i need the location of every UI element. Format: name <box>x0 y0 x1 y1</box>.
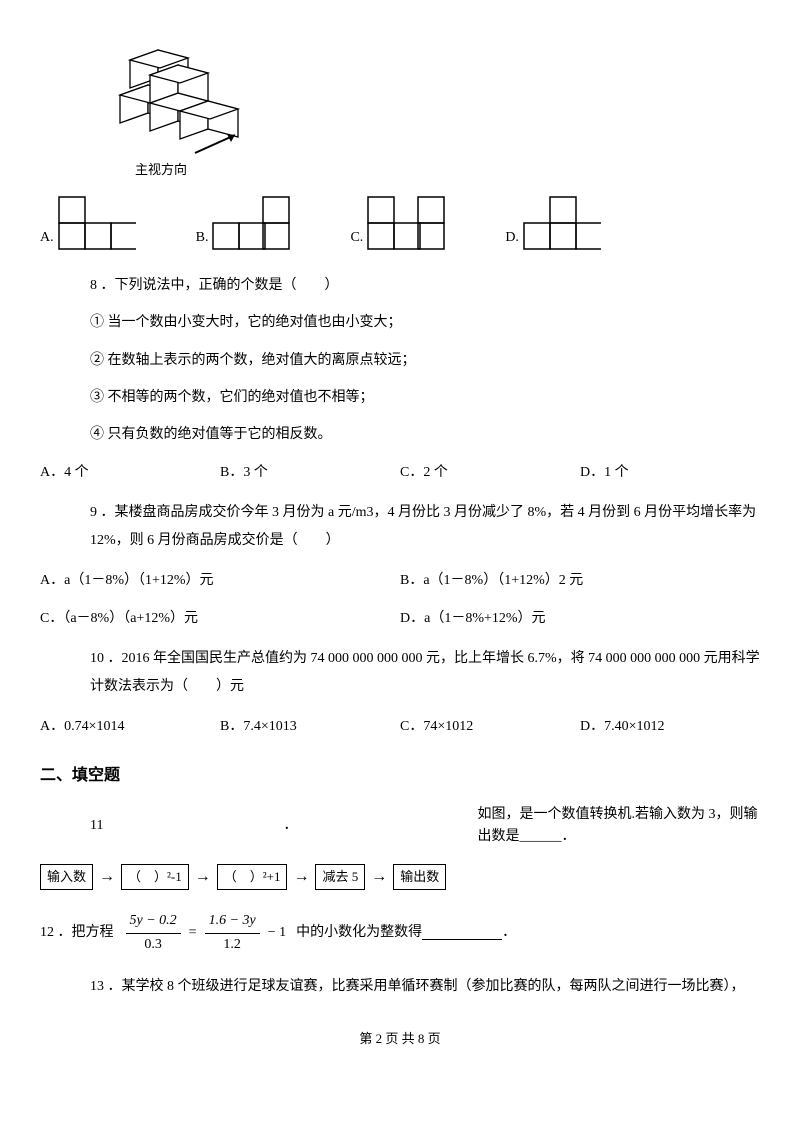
option-c-label: C. <box>350 227 363 249</box>
q12-frac1: 5y − 0.2 0.3 <box>126 910 181 956</box>
q13-stem: 13 ．某学校 8 个班级进行足球友谊赛，比赛采用单循环赛制（参加比赛的队，每两… <box>90 976 760 998</box>
q10-opt-c: C．74×1012 <box>400 716 580 738</box>
page-footer: 第 2 页 共 8 页 <box>40 1029 760 1050</box>
q10-opt-d: D．7.40×1012 <box>580 716 760 738</box>
q11-text: 如图，是一个数值转换机.若输入数为 3，则输出数是______． <box>477 804 760 849</box>
q8-s3: ③ 不相等的两个数，它们的绝对值也不相等； <box>90 387 760 409</box>
q10-opt-a: A．0.74×1014 <box>40 716 220 738</box>
q7-options: A. B. C. <box>40 196 760 250</box>
flow-box-2: （ ）²-1 <box>121 864 189 891</box>
flow-box-3: （ ）²+1 <box>217 864 288 891</box>
q8-opt-a: A．4 个 <box>40 462 220 484</box>
option-b-shape <box>212 196 290 250</box>
option-a: A. <box>40 196 136 250</box>
section-2-title: 二、填空题 <box>40 763 760 789</box>
q8-s1: ① 当一个数由小变大时，它的绝对值也由小变大； <box>90 312 760 334</box>
q8-opt-b: B．3 个 <box>220 462 400 484</box>
arrow-icon: → <box>293 864 309 890</box>
q8-answers: A．4 个 B．3 个 C．2 个 D．1 个 <box>40 462 760 484</box>
q9-opt-a: A．a（1－8%）（1+12%）元 <box>40 570 400 592</box>
q11-dot: ． <box>283 815 297 837</box>
q8-opt-c: C．2 个 <box>400 462 580 484</box>
option-d-shape <box>523 196 601 250</box>
q12-frac2: 1.6 − 3y 1.2 <box>205 910 260 956</box>
q9-answers-2: C．（a－8%）（a+12%）元 D．a（1－8%+12%）元 <box>40 608 760 630</box>
q11-row: 11 ． 如图，是一个数值转换机.若输入数为 3，则输出数是______． <box>40 804 760 849</box>
q8-s4: ④ 只有负数的绝对值等于它的相反数。 <box>90 424 760 446</box>
q9-stem: 9 ．某楼盘商品房成交价今年 3 月份为 a 元/m3，4 月份比 3 月份减少… <box>90 499 760 555</box>
q10-answers: A．0.74×1014 B．7.4×1013 C．74×1012 D．7.40×… <box>40 716 760 738</box>
option-c: C. <box>350 196 445 250</box>
q12-eq: = <box>189 922 197 944</box>
option-b-label: B. <box>196 227 209 249</box>
flow-box-1: 输入数 <box>40 864 93 891</box>
q12-tail: − 1 <box>268 922 286 944</box>
q10-stem: 10 ．2016 年全国国民生产总值约为 74 000 000 000 000 … <box>90 645 760 701</box>
q11-num: 11 <box>90 815 103 837</box>
arrow-icon: → <box>99 864 115 890</box>
cube-figure: 主视方向 <box>100 25 760 181</box>
option-a-shape <box>58 196 136 250</box>
arrow-icon: → <box>371 864 387 890</box>
q12-end: ． <box>502 922 516 944</box>
q9-opt-b: B．a（1－8%）（1+12%）2 元 <box>400 570 760 592</box>
option-d-label: D. <box>505 227 519 249</box>
q12-frac1-den: 0.3 <box>126 934 181 956</box>
q9-opt-d: D．a（1－8%+12%）元 <box>400 608 760 630</box>
q12-frac1-num: 5y − 0.2 <box>126 910 181 933</box>
q12-blank <box>422 926 502 940</box>
q9-opt-c: C．（a－8%）（a+12%）元 <box>40 608 400 630</box>
q10-opt-b: B．7.4×1013 <box>220 716 400 738</box>
q9-answers-1: A．a（1－8%）（1+12%）元 B．a（1－8%）（1+12%）2 元 <box>40 570 760 592</box>
flow-box-4: 减去 5 <box>315 864 365 891</box>
q8-stem: 8 ．下列说法中，正确的个数是（ ） <box>90 275 760 297</box>
option-a-label: A. <box>40 227 54 249</box>
q8-opt-d: D．1 个 <box>580 462 760 484</box>
q12-row: 12 ．把方程 5y − 0.2 0.3 = 1.6 − 3y 1.2 − 1 … <box>40 910 760 956</box>
arrow-icon: → <box>195 864 211 890</box>
q12-num: 12 ．把方程 <box>40 922 114 944</box>
view-direction-label: 主视方向 <box>135 160 760 181</box>
q12-frac2-num: 1.6 − 3y <box>205 910 260 933</box>
q12-after: 中的小数化为整数得 <box>296 922 422 944</box>
q12-frac2-den: 1.2 <box>205 934 260 956</box>
cube-svg <box>100 25 260 160</box>
flow-box-5: 输出数 <box>393 864 446 891</box>
option-c-shape <box>367 196 445 250</box>
flow-diagram: 输入数 → （ ）²-1 → （ ）²+1 → 减去 5 → 输出数 <box>40 864 760 891</box>
q8-s2: ② 在数轴上表示的两个数，绝对值大的离原点较远； <box>90 350 760 372</box>
option-d: D. <box>505 196 601 250</box>
option-b: B. <box>196 196 291 250</box>
